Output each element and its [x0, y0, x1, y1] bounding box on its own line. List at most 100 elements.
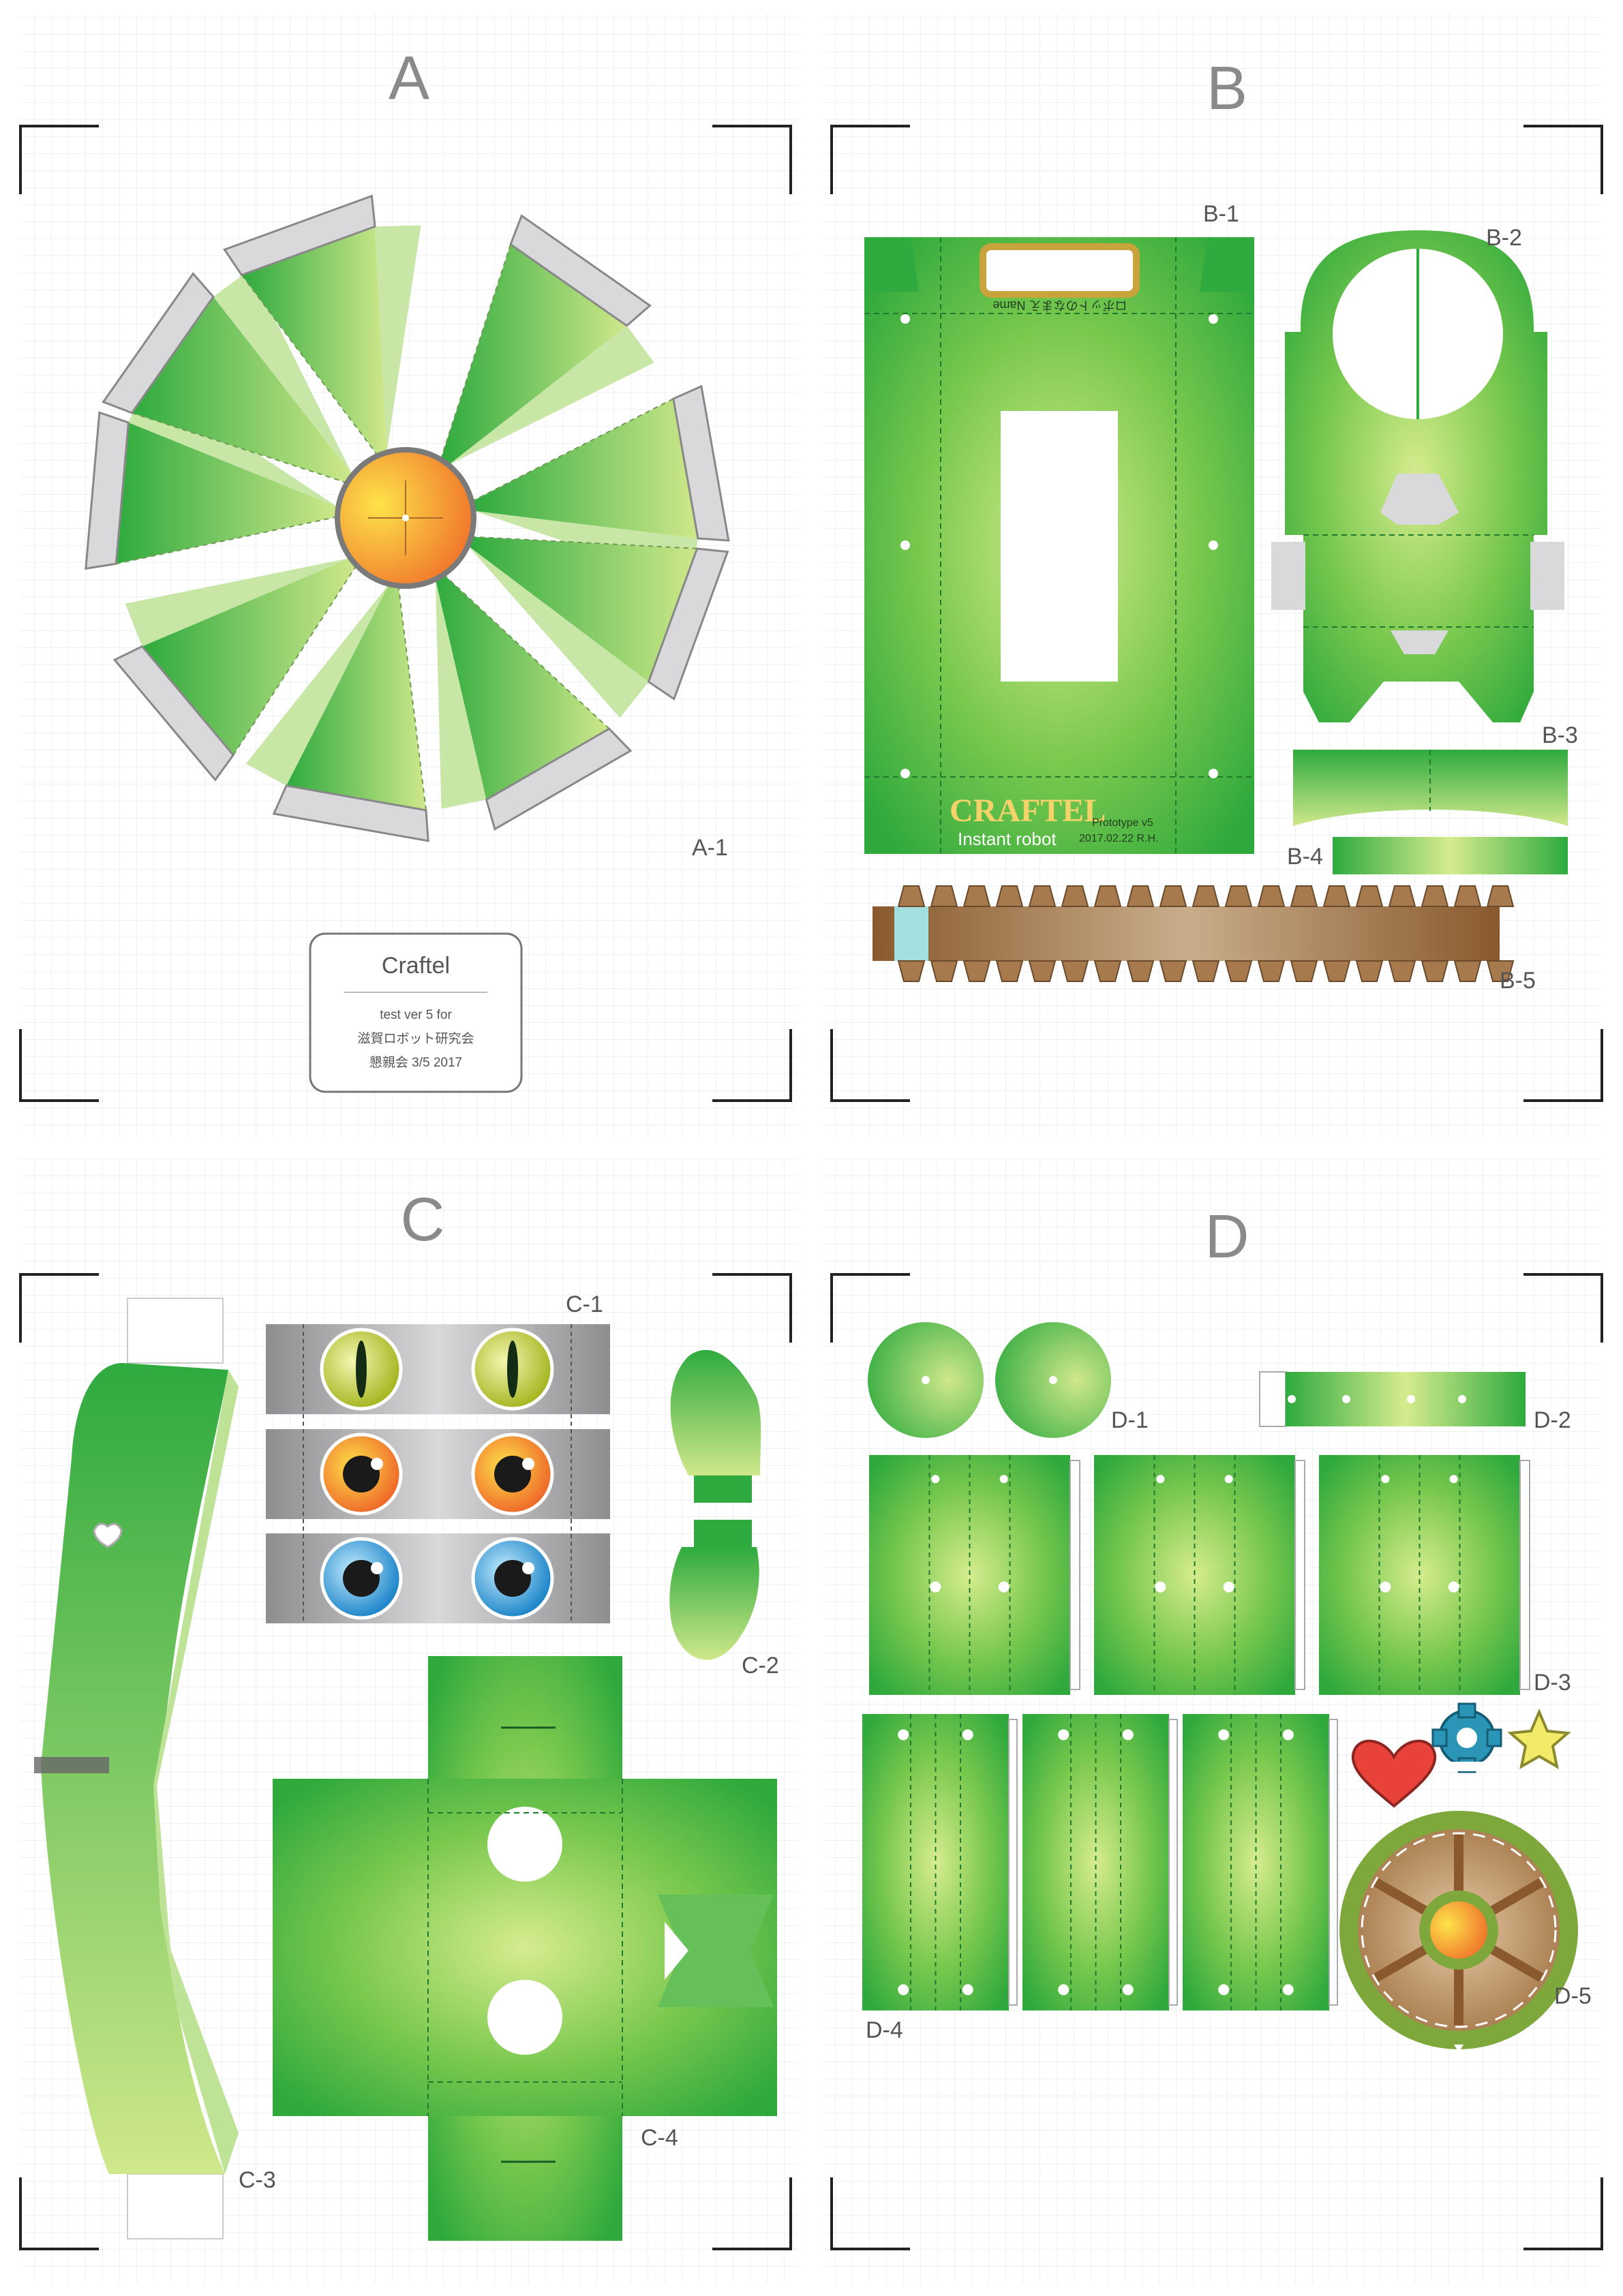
- brand-logo: CRAFTEL: [950, 793, 1106, 829]
- label-a1: A-1: [692, 835, 728, 861]
- tread-tooth-top: [1453, 885, 1482, 907]
- tread-tooth-bottom: [1159, 960, 1187, 982]
- tread-tooth-top: [897, 885, 926, 907]
- tread-tooth-bottom: [1322, 960, 1351, 982]
- b2-head-part: [1271, 230, 1564, 722]
- label-d4: D-4: [866, 2017, 903, 2043]
- flower-blade: [468, 536, 697, 682]
- tread-tooth-top: [1093, 885, 1122, 907]
- heart-icon: [1351, 1739, 1437, 1808]
- tread-tooth-top: [1028, 885, 1057, 907]
- tread-tooth-top: [1192, 885, 1220, 907]
- panel-hole: [1122, 1729, 1134, 1741]
- name-tab-text: ロボットのなまえ Name: [992, 299, 1127, 312]
- tread-tooth-bottom: [897, 960, 926, 982]
- tread-tooth-top: [995, 885, 1024, 907]
- flower-flap: [448, 325, 654, 465]
- flower-tab: [272, 784, 429, 842]
- tread-tooth-bottom: [962, 960, 991, 982]
- flower-flap: [435, 579, 487, 809]
- sheet-letter-d: D: [1205, 1203, 1249, 1271]
- panel-hole: [1282, 1984, 1294, 1995]
- version-text: Prototype v5: [1092, 817, 1153, 829]
- c3-arm-part: [34, 1298, 239, 2239]
- tread-tooth-bottom: [1061, 960, 1089, 982]
- tread-tooth-bottom: [1355, 960, 1384, 982]
- fold-line: [471, 536, 697, 549]
- b4-part: [1333, 837, 1568, 874]
- flower-tab: [223, 194, 376, 277]
- flower-blade: [241, 226, 387, 456]
- flower-blade: [132, 296, 353, 483]
- panel-hole: [1218, 1984, 1230, 1995]
- panel-hole: [1448, 1581, 1459, 1593]
- panel-hole: [962, 1729, 973, 1741]
- tread-tooth-bottom: [1224, 960, 1253, 982]
- brand-tagline: Instant robot: [958, 829, 1057, 849]
- panel-hole: [931, 1475, 940, 1484]
- panel-tab: [1294, 1460, 1305, 1690]
- label-b4: B-4: [1287, 844, 1323, 870]
- tread-tooth-bottom: [1290, 960, 1318, 982]
- d4-panel: [1022, 1714, 1169, 2010]
- center-dot: [402, 515, 409, 521]
- panel-hole: [1122, 1984, 1134, 1995]
- label-d1: D-1: [1111, 1407, 1149, 1433]
- flower-tab: [85, 411, 130, 570]
- tread-tooth-top: [1126, 885, 1155, 907]
- info-card-line3: 懇親会 3/5 2017: [369, 1055, 462, 1070]
- panel-hole: [898, 1984, 909, 1995]
- d5-wheel-part: [1339, 1811, 1578, 2053]
- tread-tooth-top: [1290, 885, 1318, 907]
- info-card-line2: 滋賀ロボット研究会: [357, 1031, 474, 1046]
- tread-tooth-bottom: [1453, 960, 1482, 982]
- tread-tooth-bottom: [930, 960, 958, 982]
- flower-flap: [213, 269, 353, 476]
- tread-tooth-top: [1322, 885, 1351, 907]
- tread-tooth-bottom: [995, 960, 1024, 982]
- flower-blade: [435, 574, 609, 800]
- d2-part: [1259, 1371, 1526, 1427]
- tread-tooth-top: [1355, 885, 1384, 907]
- sticker-icons: [1351, 1702, 1571, 1808]
- fold-line: [132, 412, 348, 484]
- tread-tooth-top: [1421, 885, 1449, 907]
- tread-tooth-bottom: [1093, 960, 1122, 982]
- star-icon: [1507, 1708, 1571, 1769]
- b1-body-part: ロボットのなまえ Name CRAFTEL Instant robot Prot…: [864, 237, 1254, 854]
- fold-line: [443, 574, 610, 730]
- tread-tooth-bottom: [1028, 960, 1057, 982]
- panel-tab: [1329, 1719, 1338, 2006]
- label-c3: C-3: [239, 2167, 276, 2193]
- flower-tab: [102, 272, 215, 414]
- panel-hole: [962, 1984, 973, 1995]
- heart-mark-icon: [93, 1522, 123, 1548]
- tread-tooth-bottom: [1388, 960, 1416, 982]
- flower-blade: [142, 557, 357, 755]
- tread-tooth-top: [1224, 885, 1253, 907]
- b5-tread-part: [873, 885, 1515, 982]
- flower-blade: [440, 244, 627, 465]
- tread-tooth-top: [1486, 885, 1515, 907]
- panel-hole: [898, 1729, 909, 1741]
- d4-panel: [1183, 1714, 1329, 2010]
- flower-tab: [112, 645, 235, 782]
- c1-eyes-part: [266, 1324, 610, 1623]
- fold-line: [440, 244, 512, 460]
- panel-hole: [1218, 1729, 1230, 1741]
- flower-flap: [468, 545, 649, 718]
- registration-marks: [19, 125, 1603, 2250]
- info-card-title: Craftel: [382, 953, 450, 979]
- flower-blade: [116, 423, 339, 564]
- sheet-letter-b: B: [1207, 55, 1247, 123]
- panel-hole: [1058, 1729, 1070, 1741]
- panel-hole: [1224, 1475, 1233, 1484]
- flower-blade: [472, 399, 698, 538]
- panel-hole: [1380, 1581, 1391, 1593]
- flower-blade: [286, 584, 426, 810]
- info-card-line1: test ver 5 for: [380, 1008, 452, 1022]
- d1-discs-part: [868, 1322, 1111, 1438]
- tread-tooth-top: [1159, 885, 1187, 907]
- tread-tooth-top: [962, 885, 991, 907]
- date-text: 2017.02.22 R.H.: [1079, 833, 1159, 844]
